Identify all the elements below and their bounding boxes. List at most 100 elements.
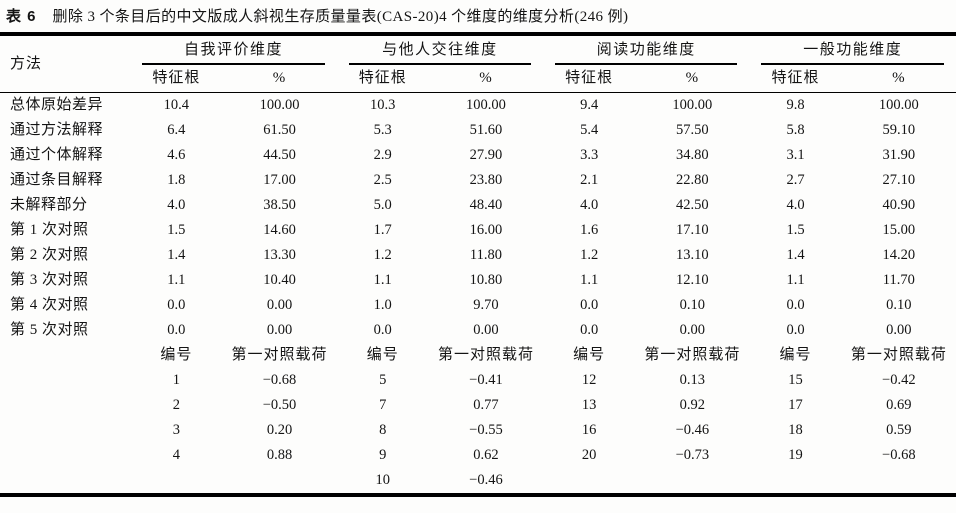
loading-row: 2 −0.50 7 0.77 13 0.92 17 0.69 (0, 393, 956, 418)
table-row: 总体原始差异 10.4 100.00 10.3 100.00 9.4 100.00 9.8 10… (0, 93, 956, 119)
value-cell: 2.7 (786, 172, 805, 188)
first-contrast-loading-header: 第一对照载荷 (644, 347, 741, 363)
item-number-cell: 5 (379, 372, 387, 388)
value-cell: 12.10 (676, 272, 709, 288)
value-cell: 1.1 (167, 272, 186, 288)
percent-header: % (272, 70, 287, 86)
value-cell: 27.90 (469, 147, 503, 163)
item-number-cell: 3 (172, 422, 180, 438)
eigenvalue-header: 特征根 (565, 70, 614, 86)
loading-header-row: 编号 第一对照载荷 编号 第一对照载荷 编号 第一对照载荷 编号 第一对照载荷 (0, 343, 956, 368)
value-cell: 10.80 (469, 272, 503, 288)
row-label: 第 3 次对照 (10, 272, 89, 288)
value-cell: 31.90 (882, 147, 916, 163)
empty-cell (0, 393, 130, 418)
empty-cell (0, 418, 130, 443)
value-cell: 34.80 (676, 147, 709, 163)
loading-row: 3 0.20 8 −0.55 16 −0.46 18 0.59 (0, 418, 956, 443)
sub-header-row: 特征根 % 特征根 % 特征根 % 特征根 % (0, 65, 956, 93)
value-cell: 1.4 (786, 247, 805, 263)
value-cell: 6.4 (167, 122, 186, 138)
value-cell: 0.10 (886, 297, 912, 313)
value-cell: 4.0 (786, 197, 805, 213)
value-cell: 0.0 (786, 297, 805, 313)
eigenvalue-header: 特征根 (358, 70, 407, 86)
first-contrast-loading-header: 第一对照载荷 (850, 347, 947, 363)
value-cell: 100.00 (672, 97, 713, 113)
value-cell: 2.1 (580, 172, 599, 188)
value-cell: 13.10 (676, 247, 709, 263)
group-header-row: 方法 自我评价维度 与他人交往维度 阅读功能维度 一般功能维度 (0, 34, 956, 72)
value-cell: 1.4 (167, 247, 186, 263)
row-label: 第 1 次对照 (10, 222, 89, 238)
item-number-cell: 1 (172, 372, 180, 388)
value-cell: 61.50 (263, 122, 296, 138)
row-label: 第 5 次对照 (10, 322, 89, 338)
value-cell: 1.8 (167, 172, 186, 188)
percent-header: % (479, 70, 493, 86)
value-cell: 4.0 (167, 197, 186, 213)
loading-row: 1 −0.68 5 −0.41 12 0.13 15 −0.42 (0, 368, 956, 393)
table-row: 通过方法解释 6.4 61.50 5.3 51.60 5.4 57.50 5.8 59.10 (0, 118, 956, 143)
loading-value-cell: −0.42 (882, 372, 916, 388)
value-cell: 10.3 (370, 97, 396, 113)
table-row: 通过条目解释 1.8 17.00 2.5 23.80 2.1 22.80 2.7 27.10 (0, 168, 956, 193)
empty-cell (0, 368, 130, 393)
table-row: 第 4 次对照 0.0 0.00 1.0 9.70 0.0 0.10 0.0 0.10 (0, 293, 956, 318)
row-label: 未解释部分 (10, 197, 88, 213)
empty-cell (0, 343, 130, 368)
first-contrast-loading-header: 第一对照载荷 (231, 347, 328, 363)
value-cell: 40.90 (882, 197, 916, 213)
loading-value-cell: −0.41 (469, 372, 503, 388)
value-cell: 27.10 (882, 172, 916, 188)
row-label: 通过方法解释 (10, 122, 104, 138)
value-cell: 3.1 (786, 147, 805, 163)
group-header-self-evaluation: 自我评价维度 (130, 34, 336, 65)
loading-value-cell: 0.69 (886, 397, 912, 413)
value-cell: 3.3 (580, 147, 599, 163)
loading-value-cell: 0.13 (679, 372, 706, 388)
value-cell: 100.00 (466, 97, 506, 113)
value-cell: 4.0 (580, 197, 599, 213)
value-cell: 15.00 (882, 222, 916, 238)
value-cell: 17.00 (263, 172, 296, 188)
loading-value-cell: 0.77 (473, 397, 499, 413)
value-cell: 22.80 (676, 172, 709, 188)
table-title-text: 删除 3 个条目后的中文版成人斜视生存质量量表(CAS-20)4 个维度的维度分… (52, 9, 629, 25)
table-row: 第 2 次对照 1.4 13.30 1.2 11.80 1.2 13.10 1.4 14.20 (0, 243, 956, 268)
first-contrast-loading-header: 第一对照载荷 (437, 347, 534, 363)
table-body: 总体原始差异 10.4 100.00 10.3 100.00 9.4 100.00 9.8 10… (0, 93, 956, 496)
loading-value-cell: −0.68 (882, 447, 916, 463)
loading-row: 10 −0.46 (0, 468, 956, 495)
loading-value-cell: 0.20 (266, 422, 293, 438)
table-number: 表 6 (6, 8, 37, 25)
value-cell: 42.50 (676, 197, 709, 213)
item-number-cell: 12 (581, 372, 597, 388)
eigenvalue-header: 特征根 (152, 70, 201, 86)
value-cell: 14.20 (882, 247, 916, 263)
method-column-header: 方法 (10, 55, 43, 72)
dimension-analysis-table: 方法 自我评价维度 与他人交往维度 阅读功能维度 一般功能维度 特征根 % 特征… (0, 32, 956, 497)
empty-cell (0, 468, 130, 495)
loading-row: 4 0.88 9 0.62 20 −0.73 19 −0.68 (0, 443, 956, 468)
value-cell: 5.8 (786, 122, 805, 138)
loading-value-cell: −0.50 (262, 397, 297, 413)
table-head: 方法 自我评价维度 与他人交往维度 阅读功能维度 一般功能维度 特征根 % 特征… (0, 34, 956, 93)
value-cell: 48.40 (469, 197, 503, 213)
value-cell: 0.00 (266, 297, 293, 313)
item-number-cell: 18 (788, 422, 803, 438)
value-cell: 44.50 (263, 147, 296, 163)
group-header-interaction: 与他人交往维度 (337, 34, 543, 65)
value-cell: 1.5 (167, 222, 186, 238)
row-label: 通过条目解释 (10, 172, 104, 188)
value-cell: 57.50 (676, 122, 709, 138)
table-caption: 表 6 删除 3 个条目后的中文版成人斜视生存质量量表(CAS-20)4 个维度的… (0, 0, 956, 32)
group-header-reading: 阅读功能维度 (543, 34, 749, 65)
value-cell: 1.1 (373, 272, 392, 288)
value-cell: 1.0 (373, 297, 392, 313)
item-number-cell: 16 (581, 422, 597, 438)
item-number-cell: 7 (379, 397, 387, 413)
item-number-cell (543, 468, 635, 495)
loading-value-cell: 0.59 (886, 422, 912, 438)
item-number-header: 编号 (573, 347, 606, 363)
